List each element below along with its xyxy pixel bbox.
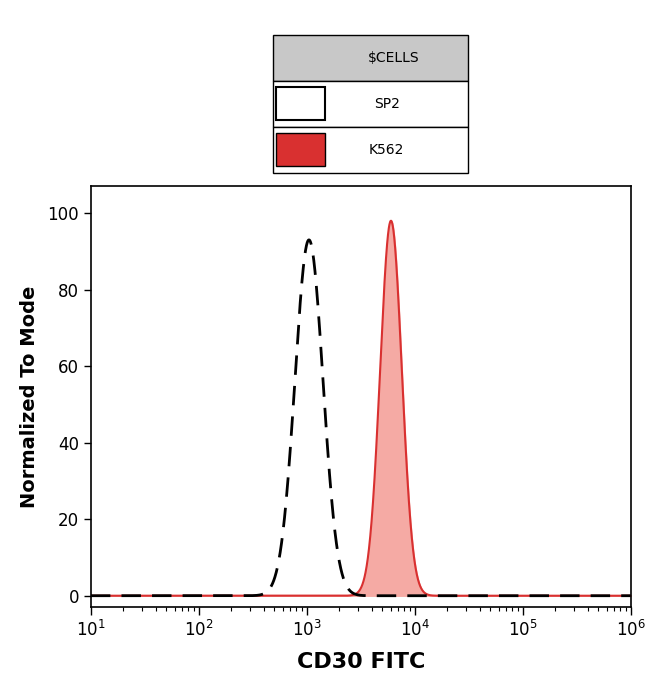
Text: $CELLS: $CELLS bbox=[368, 50, 420, 64]
X-axis label: CD30 FITC: CD30 FITC bbox=[296, 651, 425, 671]
Text: K562: K562 bbox=[369, 143, 404, 157]
Text: SP2: SP2 bbox=[374, 97, 400, 110]
Y-axis label: Normalized To Mode: Normalized To Mode bbox=[20, 286, 39, 508]
